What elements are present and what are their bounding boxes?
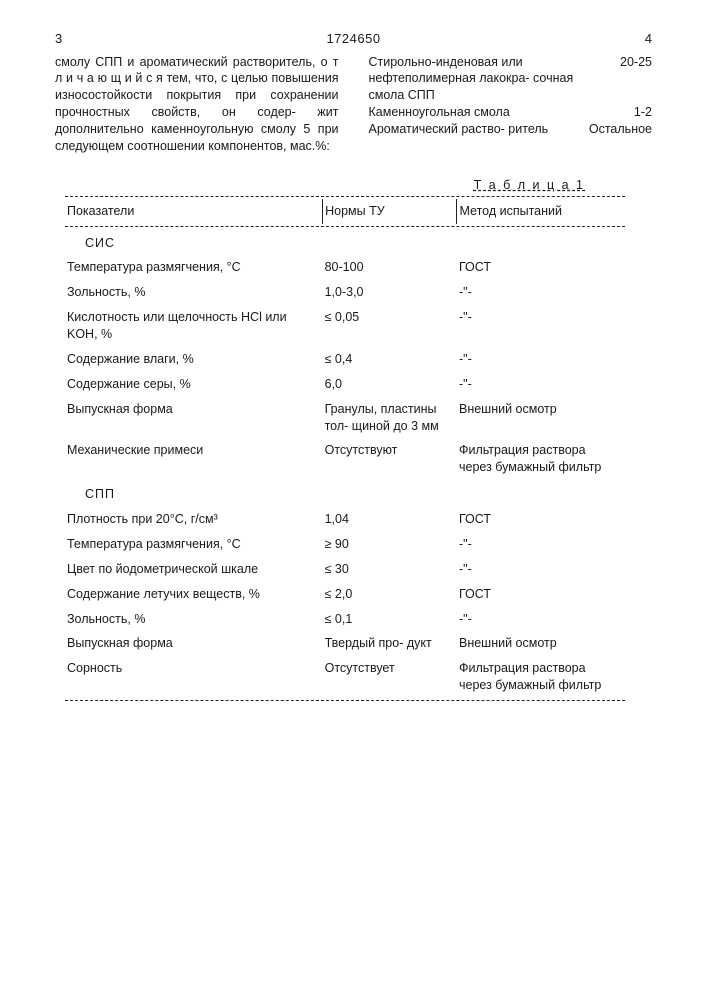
section-label: СИС bbox=[65, 229, 323, 256]
cell-method: Внешний осмотр bbox=[457, 397, 625, 439]
cell-norm: Гранулы, пластины тол- щиной до 3 мм bbox=[323, 397, 457, 439]
cell-norm: ≤ 30 bbox=[323, 557, 457, 582]
table-row: Выпускная формаГранулы, пластины тол- щи… bbox=[65, 397, 625, 439]
cell-norm: ≤ 2,0 bbox=[323, 582, 457, 607]
cell-norm: 1,0-3,0 bbox=[323, 280, 457, 305]
ingredients-list: Стирольно-инденовая или нефтеполимерная … bbox=[369, 54, 653, 138]
rule bbox=[65, 196, 625, 197]
page: 3 1724650 4 смолу СПП и ароматический ра… bbox=[0, 0, 707, 743]
cell-param: Температура размягчения, °С bbox=[65, 532, 323, 557]
cell-method: Фильтрация раствора через бумажный фильт… bbox=[457, 438, 625, 480]
cell-method: -"- bbox=[457, 557, 625, 582]
ingredient-value: 1-2 bbox=[589, 104, 652, 121]
cell-param: Температура размягчения, °С bbox=[65, 255, 323, 280]
table-row: Цвет по йодометрической шкале≤ 30-"- bbox=[65, 557, 625, 582]
page-header: 3 1724650 4 bbox=[55, 30, 652, 48]
document-number: 1724650 bbox=[326, 30, 380, 48]
cell-param: Сорность bbox=[65, 656, 323, 698]
cell-norm: Твердый про- дукт bbox=[323, 631, 457, 656]
cell-param: Зольность, % bbox=[65, 280, 323, 305]
cell-norm: 80-100 bbox=[323, 255, 457, 280]
cell-method: -"- bbox=[457, 305, 625, 347]
col-num-left: 3 bbox=[55, 30, 62, 48]
cell-param: Выпускная форма bbox=[65, 631, 323, 656]
cell-param: Содержание серы, % bbox=[65, 372, 323, 397]
table-row: Зольность, %1,0-3,0-"- bbox=[65, 280, 625, 305]
table-row: Плотность при 20°С, г/см³1,04ГОСТ bbox=[65, 507, 625, 532]
cell-method: ГОСТ bbox=[457, 582, 625, 607]
cell-param: Зольность, % bbox=[65, 607, 323, 632]
table-row: СорностьОтсутствуетФильтрация раствора ч… bbox=[65, 656, 625, 698]
cell-method: ГОСТ bbox=[457, 255, 625, 280]
ingredient-value: Остальное bbox=[589, 121, 652, 138]
table-row: Температура размягчения, °С≥ 90-"- bbox=[65, 532, 625, 557]
ingredient-label: Каменноугольная смола bbox=[369, 104, 575, 121]
cell-method: -"- bbox=[457, 280, 625, 305]
table-row: Температура размягчения, °С80-100ГОСТ bbox=[65, 255, 625, 280]
table-head-row: Показатели Нормы ТУ Метод испытаний bbox=[65, 199, 625, 224]
ingredient-value: 20-25 bbox=[589, 54, 652, 105]
cell-method: Фильтрация раствора через бумажный фильт… bbox=[457, 656, 625, 698]
section-sis: СИС bbox=[65, 229, 625, 256]
section-spp: СПП bbox=[65, 480, 625, 507]
cell-param: Выпускная форма bbox=[65, 397, 323, 439]
spec-table: Показатели Нормы ТУ Метод испытаний bbox=[65, 199, 625, 224]
rule bbox=[65, 700, 625, 701]
col-num-right: 4 bbox=[645, 30, 652, 48]
cell-norm: ≥ 90 bbox=[323, 532, 457, 557]
table-row: Зольность, %≤ 0,1-"- bbox=[65, 607, 625, 632]
ingredient-label: Стирольно-инденовая или нефтеполимерная … bbox=[369, 54, 575, 105]
cell-norm: Отсутствуют bbox=[323, 438, 457, 480]
table-row: Механические примесиОтсутствуютФильтраци… bbox=[65, 438, 625, 480]
rule bbox=[65, 226, 625, 227]
cell-param: Механические примеси bbox=[65, 438, 323, 480]
cell-method: -"- bbox=[457, 347, 625, 372]
section-label: СПП bbox=[65, 480, 323, 507]
cell-norm: ≤ 0,05 bbox=[323, 305, 457, 347]
table-row: Выпускная формаТвердый про- дуктВнешний … bbox=[65, 631, 625, 656]
table-row: Содержание летучих веществ, %≤ 2,0ГОСТ bbox=[65, 582, 625, 607]
ingredient-label: Ароматический раство- ритель bbox=[369, 121, 575, 138]
top-columns: смолу СПП и ароматический растворитель, … bbox=[55, 54, 652, 155]
th-param: Показатели bbox=[65, 199, 323, 224]
cell-method: Внешний осмотр bbox=[457, 631, 625, 656]
cell-param: Кислотность или щелочность HCl или KOH, … bbox=[65, 305, 323, 347]
table-title: Т а б л и ц а 1 bbox=[65, 177, 625, 194]
cell-norm: 6,0 bbox=[323, 372, 457, 397]
table-1: Т а б л и ц а 1 Показатели Нормы ТУ Мето… bbox=[65, 177, 625, 701]
cell-norm: ≤ 0,4 bbox=[323, 347, 457, 372]
cell-norm: Отсутствует bbox=[323, 656, 457, 698]
left-column: смолу СПП и ароматический растворитель, … bbox=[55, 54, 339, 155]
cell-param: Цвет по йодометрической шкале bbox=[65, 557, 323, 582]
cell-param: Содержание влаги, % bbox=[65, 347, 323, 372]
cell-method: -"- bbox=[457, 372, 625, 397]
th-method: Метод испытаний bbox=[457, 199, 625, 224]
cell-param: Плотность при 20°С, г/см³ bbox=[65, 507, 323, 532]
cell-method: ГОСТ bbox=[457, 507, 625, 532]
table-row: Содержание влаги, %≤ 0,4-"- bbox=[65, 347, 625, 372]
table-row: Содержание серы, %6,0-"- bbox=[65, 372, 625, 397]
cell-method: -"- bbox=[457, 532, 625, 557]
table-row: Кислотность или щелочность HCl или KOH, … bbox=[65, 305, 625, 347]
th-norm: Нормы ТУ bbox=[323, 199, 457, 224]
cell-norm: ≤ 0,1 bbox=[323, 607, 457, 632]
cell-param: Содержание летучих веществ, % bbox=[65, 582, 323, 607]
spec-table-body: СИС Температура размягчения, °С80-100ГОС… bbox=[65, 229, 625, 699]
cell-method: -"- bbox=[457, 607, 625, 632]
right-column: Стирольно-инденовая или нефтеполимерная … bbox=[369, 54, 653, 155]
left-paragraph: смолу СПП и ароматический растворитель, … bbox=[55, 54, 339, 155]
cell-norm: 1,04 bbox=[323, 507, 457, 532]
